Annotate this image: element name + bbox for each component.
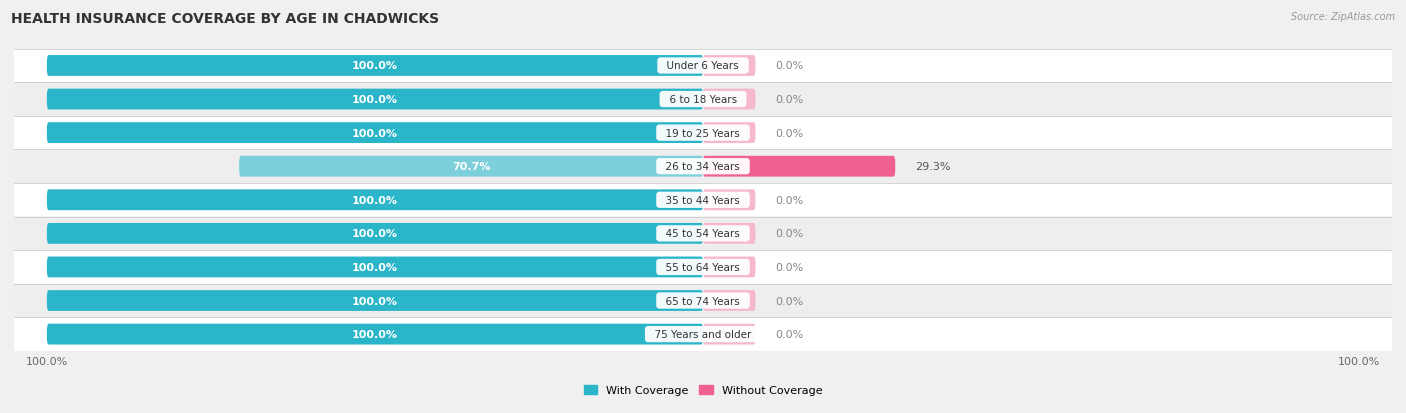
Text: 100.0%: 100.0% xyxy=(352,61,398,71)
Text: 75 Years and older: 75 Years and older xyxy=(648,329,758,339)
FancyBboxPatch shape xyxy=(703,56,755,77)
FancyBboxPatch shape xyxy=(703,290,755,311)
FancyBboxPatch shape xyxy=(703,123,755,144)
Text: 0.0%: 0.0% xyxy=(775,95,803,105)
Text: 55 to 64 Years: 55 to 64 Years xyxy=(659,262,747,272)
Text: 65 to 74 Years: 65 to 74 Years xyxy=(659,296,747,306)
FancyBboxPatch shape xyxy=(46,223,703,244)
Text: 100.0%: 100.0% xyxy=(352,296,398,306)
Text: 0.0%: 0.0% xyxy=(775,195,803,205)
FancyBboxPatch shape xyxy=(46,257,703,278)
FancyBboxPatch shape xyxy=(14,183,1392,217)
FancyBboxPatch shape xyxy=(703,257,755,278)
Text: 0.0%: 0.0% xyxy=(775,329,803,339)
FancyBboxPatch shape xyxy=(14,251,1392,284)
FancyBboxPatch shape xyxy=(46,123,703,144)
Text: 19 to 25 Years: 19 to 25 Years xyxy=(659,128,747,138)
FancyBboxPatch shape xyxy=(703,223,755,244)
Text: 100.0%: 100.0% xyxy=(352,329,398,339)
FancyBboxPatch shape xyxy=(14,50,1392,83)
Legend: With Coverage, Without Coverage: With Coverage, Without Coverage xyxy=(579,380,827,400)
FancyBboxPatch shape xyxy=(46,56,703,77)
FancyBboxPatch shape xyxy=(46,90,703,110)
Text: 70.7%: 70.7% xyxy=(451,162,491,172)
Text: 100.0%: 100.0% xyxy=(352,262,398,272)
Text: Source: ZipAtlas.com: Source: ZipAtlas.com xyxy=(1291,12,1395,22)
Text: 6 to 18 Years: 6 to 18 Years xyxy=(662,95,744,105)
FancyBboxPatch shape xyxy=(14,150,1392,183)
Text: 29.3%: 29.3% xyxy=(915,162,950,172)
FancyBboxPatch shape xyxy=(14,318,1392,351)
Text: 100.0%: 100.0% xyxy=(352,195,398,205)
FancyBboxPatch shape xyxy=(703,90,755,110)
FancyBboxPatch shape xyxy=(14,284,1392,318)
Text: 35 to 44 Years: 35 to 44 Years xyxy=(659,195,747,205)
FancyBboxPatch shape xyxy=(703,324,755,345)
Text: HEALTH INSURANCE COVERAGE BY AGE IN CHADWICKS: HEALTH INSURANCE COVERAGE BY AGE IN CHAD… xyxy=(11,12,439,26)
FancyBboxPatch shape xyxy=(14,217,1392,251)
FancyBboxPatch shape xyxy=(703,190,755,211)
FancyBboxPatch shape xyxy=(239,157,703,177)
FancyBboxPatch shape xyxy=(46,324,703,345)
Text: 45 to 54 Years: 45 to 54 Years xyxy=(659,229,747,239)
FancyBboxPatch shape xyxy=(14,116,1392,150)
Text: 0.0%: 0.0% xyxy=(775,61,803,71)
Text: 100.0%: 100.0% xyxy=(352,128,398,138)
Text: 0.0%: 0.0% xyxy=(775,229,803,239)
Text: 26 to 34 Years: 26 to 34 Years xyxy=(659,162,747,172)
Text: 0.0%: 0.0% xyxy=(775,262,803,272)
Text: 0.0%: 0.0% xyxy=(775,296,803,306)
FancyBboxPatch shape xyxy=(703,157,896,177)
Text: 100.0%: 100.0% xyxy=(352,95,398,105)
Text: 100.0%: 100.0% xyxy=(352,229,398,239)
Text: 0.0%: 0.0% xyxy=(775,128,803,138)
FancyBboxPatch shape xyxy=(46,190,703,211)
Text: Under 6 Years: Under 6 Years xyxy=(661,61,745,71)
FancyBboxPatch shape xyxy=(46,290,703,311)
FancyBboxPatch shape xyxy=(14,83,1392,116)
